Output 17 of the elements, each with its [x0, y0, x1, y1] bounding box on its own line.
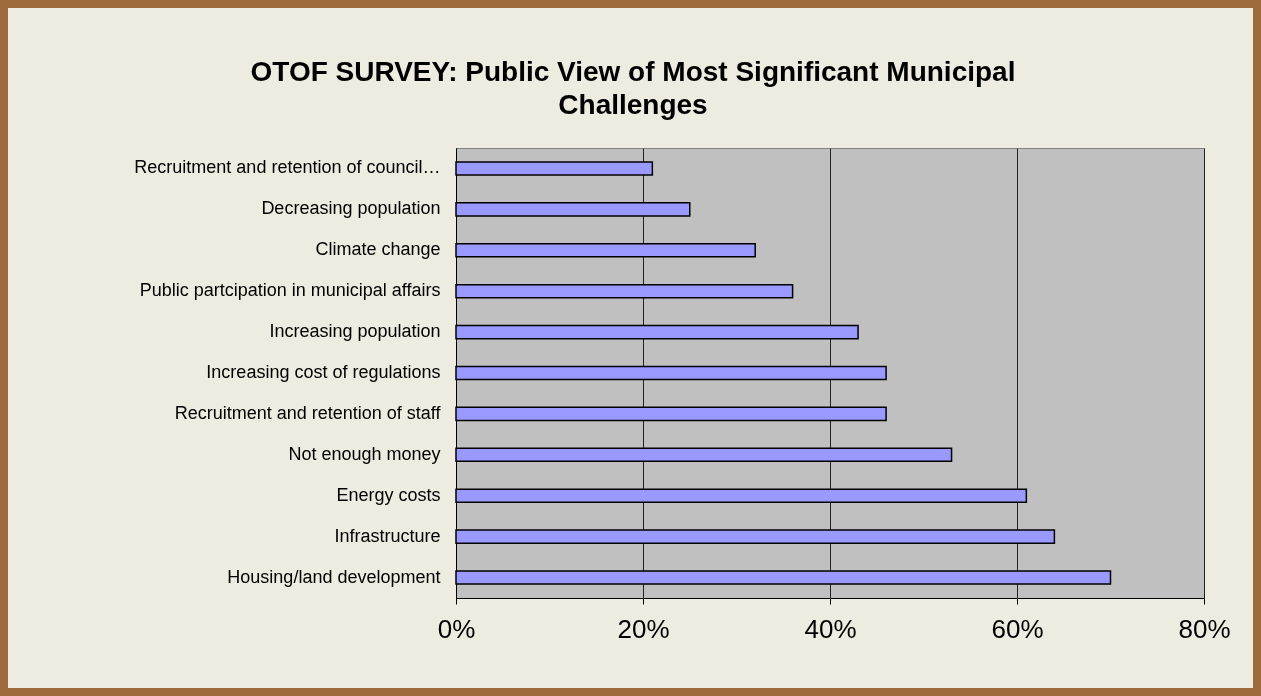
- x-tick-label: 40%: [804, 613, 857, 644]
- y-tick-label: Increasing population: [269, 321, 441, 342]
- y-tick-label: Climate change: [315, 239, 441, 260]
- y-tick-label: Housing/land development: [227, 566, 441, 587]
- y-tick-label: Recruitment and retention of council…: [134, 157, 441, 178]
- y-tick-label: Increasing cost of regulations: [206, 362, 441, 382]
- x-tick-label: 0%: [437, 613, 476, 644]
- y-tick-label: Public partcipation in municipal affairs: [139, 280, 441, 301]
- chart-title: OTOF SURVEY: Public View of Most Significant Municipal Challenges: [250, 56, 1016, 120]
- y-tick-label: Infrastructure: [334, 525, 441, 546]
- y-tick-label: Decreasing population: [261, 198, 441, 219]
- x-tick-label: 60%: [991, 613, 1044, 644]
- x-tick-label: 80%: [1178, 613, 1231, 644]
- y-tick-label: Recruitment and retention of staff: [174, 402, 442, 423]
- y-tick-label: Not enough money: [288, 443, 441, 464]
- y-tick-label: Energy costs: [336, 484, 441, 505]
- x-tick-label: 20%: [617, 613, 670, 644]
